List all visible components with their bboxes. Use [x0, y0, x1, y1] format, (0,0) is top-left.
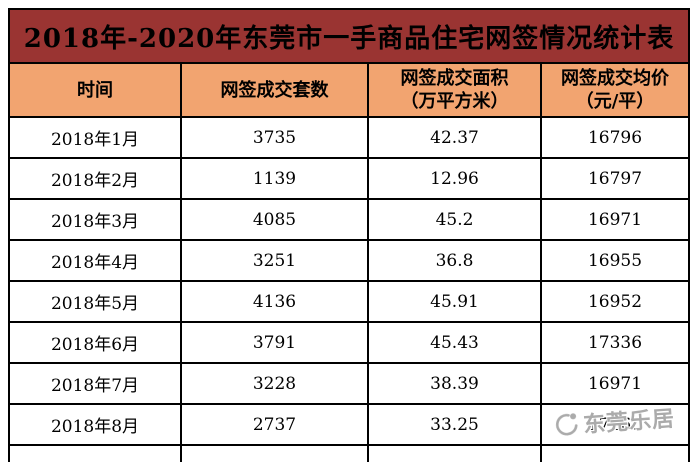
table-row: 2018年3月 4085 45.2 16971: [8, 198, 691, 241]
table-row: 2018年1月 3735 42.37 16796: [8, 116, 691, 159]
cell-area: 45.91: [367, 280, 542, 323]
cell-price: 17160: [539, 403, 691, 446]
cell-month: 2018年5月: [8, 280, 182, 323]
cell-month: 2018年8月: [8, 403, 182, 446]
col-header-area-label: 网签成交面积: [400, 68, 509, 89]
cell-units: 3228: [180, 362, 369, 405]
cell-price: 16797: [539, 157, 691, 200]
cell-area: 36.8: [367, 239, 542, 282]
cell-price: 16952: [539, 280, 691, 323]
cell-units: 3251: [180, 239, 369, 282]
cell-area: 12.96: [367, 157, 542, 200]
col-header-area-sublabel: （万平方米）: [400, 91, 509, 112]
col-header-price-label: 网签成交均价: [561, 68, 670, 89]
cell-area: 33.25: [367, 403, 542, 446]
cell-price: 16971: [539, 362, 691, 405]
col-header-price: 网签成交均价 （元/平）: [539, 62, 691, 118]
table-row: 2018年8月 2737 33.25 17160: [8, 403, 691, 446]
col-header-price-sublabel: （元/平）: [575, 91, 655, 112]
title-row: 2018年-2020年东莞市一手商品住宅网签情况统计表: [7, 8, 691, 64]
cell-month: 2018年7月: [8, 362, 182, 405]
cell-area: 42.37: [367, 116, 542, 159]
cell-area: 38.39: [367, 362, 542, 405]
cell-area: 45.2: [367, 198, 542, 241]
cell-units: 4136: [180, 280, 369, 323]
cell-month: 2018年6月: [8, 321, 182, 364]
cell-month: 2018年2月: [8, 157, 182, 200]
col-header-area: 网签成交面积 （万平方米）: [367, 62, 542, 118]
cell-month: 2018年3月: [8, 198, 182, 241]
table-row: 2018年6月 3791 45.43 17336: [8, 321, 691, 364]
table-row: 2018年7月 3228 38.39 16971: [8, 362, 691, 405]
table-row-cutoff: [8, 444, 691, 462]
cell-price: 16971: [539, 198, 691, 241]
cell-units: 3735: [180, 116, 369, 159]
cell-month: 2018年1月: [8, 116, 182, 159]
table-title: 2018年-2020年东莞市一手商品住宅网签情况统计表: [7, 8, 691, 64]
stats-table: 2018年-2020年东莞市一手商品住宅网签情况统计表 时间 网签成交套数 网签…: [7, 8, 691, 462]
cell-units: 2737: [180, 403, 369, 446]
cell-price: 17336: [539, 321, 691, 364]
col-header-units: 网签成交套数: [180, 62, 369, 118]
col-header-time: 时间: [8, 62, 182, 118]
cell-price: 16955: [539, 239, 691, 282]
cell-units: 4085: [180, 198, 369, 241]
cell-area: 45.43: [367, 321, 542, 364]
table-row: 2018年2月 1139 12.96 16797: [8, 157, 691, 200]
cell-month: 2018年4月: [8, 239, 182, 282]
cell-price: 16796: [539, 116, 691, 159]
table-row: 2018年4月 3251 36.8 16955: [8, 239, 691, 282]
cell-units: 3791: [180, 321, 369, 364]
cell-units: 1139: [180, 157, 369, 200]
header-row: 时间 网签成交套数 网签成交面积 （万平方米） 网签成交均价 （元/平）: [8, 62, 691, 118]
table-row: 2018年5月 4136 45.91 16952: [8, 280, 691, 323]
